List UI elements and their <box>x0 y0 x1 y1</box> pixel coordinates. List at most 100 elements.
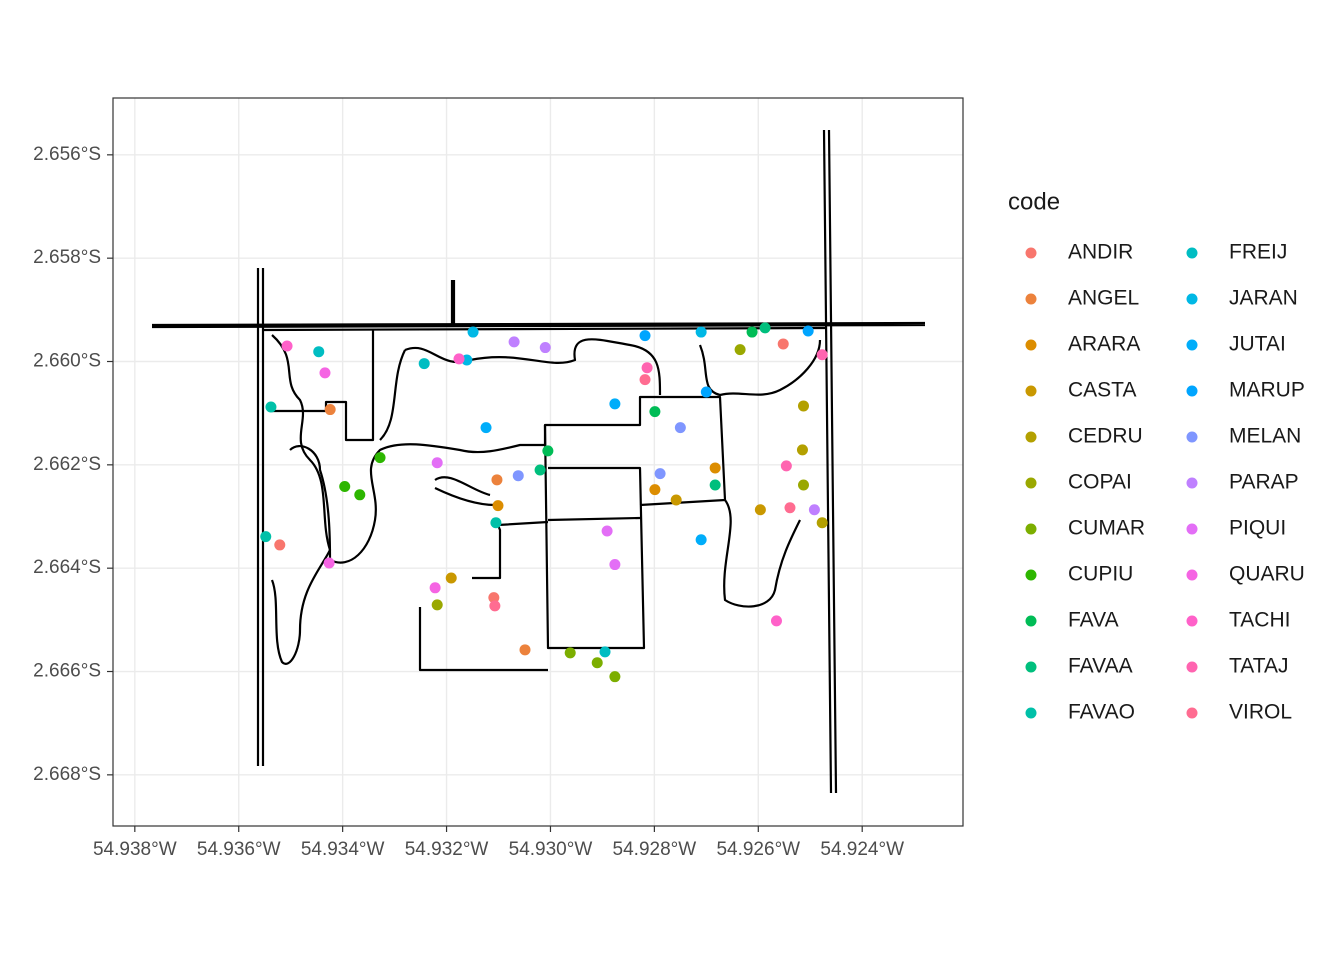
boundary <box>543 424 646 650</box>
point <box>641 362 653 374</box>
point <box>695 534 707 546</box>
y-tick-label: 2.660°S <box>33 351 101 372</box>
legend-swatch <box>1025 477 1037 489</box>
point <box>542 445 554 457</box>
legend-label: JARAN <box>1229 287 1298 310</box>
legend-swatch <box>1025 615 1037 627</box>
legend-swatch <box>1186 707 1198 719</box>
point <box>354 489 366 501</box>
legend-label: VIROL <box>1229 701 1292 724</box>
legend-swatch <box>1186 339 1198 351</box>
y-tick-label: 2.656°S <box>33 144 101 165</box>
boundary <box>434 476 496 507</box>
point <box>784 502 796 514</box>
panel-border <box>112 97 964 827</box>
legend-swatch <box>1186 661 1198 673</box>
y-tick-label: 2.668°S <box>33 764 101 785</box>
legend-swatch <box>1186 523 1198 535</box>
legend-label: JUTAI <box>1229 333 1286 356</box>
boundary <box>262 326 826 332</box>
point <box>418 358 430 370</box>
point <box>319 367 331 379</box>
x-tick-label: 54.932°W <box>405 839 489 860</box>
point <box>480 422 492 434</box>
legend-label: ARARA <box>1068 333 1140 356</box>
point <box>709 462 721 474</box>
legend-label: FAVAA <box>1068 655 1133 678</box>
legend-title: code <box>1008 188 1060 215</box>
point <box>674 422 686 434</box>
point <box>797 400 809 412</box>
legend: ANDIR ANGEL ARARA CASTA CEDRU COPAI CUMAR CUPIU… <box>1025 241 1305 724</box>
point <box>802 325 814 337</box>
point <box>339 481 351 493</box>
legend-swatch <box>1186 293 1198 305</box>
point <box>260 531 272 543</box>
point <box>323 557 335 569</box>
point <box>609 559 621 571</box>
point <box>754 504 766 516</box>
point <box>770 615 782 627</box>
point <box>808 504 820 516</box>
legend-label: MELAN <box>1229 425 1301 448</box>
point <box>649 406 661 418</box>
x-tick-label: 54.924°W <box>820 839 904 860</box>
legend-label: CUMAR <box>1068 517 1145 540</box>
point <box>491 474 503 486</box>
point <box>639 374 651 386</box>
point <box>777 338 789 350</box>
x-tick-label: 54.928°W <box>613 839 697 860</box>
point <box>512 470 524 482</box>
point <box>816 349 828 361</box>
point <box>488 592 500 604</box>
point <box>709 479 721 491</box>
legend-swatch <box>1025 569 1037 581</box>
point <box>445 572 457 584</box>
point <box>816 517 828 529</box>
point <box>654 468 666 480</box>
legend-label: COPAI <box>1068 471 1132 494</box>
legend-label: MARUP <box>1229 379 1305 402</box>
x-tick-label: 54.930°W <box>509 839 593 860</box>
legend-swatch <box>1186 385 1198 397</box>
legend-label: TATAJ <box>1229 655 1289 678</box>
legend-label: PIQUI <box>1229 517 1286 540</box>
legend-label: PARAP <box>1229 471 1299 494</box>
point <box>492 500 504 512</box>
point <box>489 600 501 612</box>
legend-label: QUARU <box>1229 563 1305 586</box>
point <box>700 386 712 398</box>
boundary <box>418 520 549 672</box>
boundary <box>723 499 801 608</box>
point <box>519 644 531 656</box>
legend-label: CUPIU <box>1068 563 1133 586</box>
legend-label: TACHI <box>1229 609 1290 632</box>
legend-label: CASTA <box>1068 379 1136 402</box>
legend-swatch <box>1186 431 1198 443</box>
legend-swatch <box>1186 615 1198 627</box>
point <box>467 326 479 338</box>
legend-swatch <box>1186 247 1198 259</box>
point <box>265 401 277 413</box>
point <box>431 457 443 469</box>
point <box>281 340 293 352</box>
point <box>539 342 551 354</box>
point <box>591 657 603 669</box>
points <box>260 322 828 683</box>
legend-swatch <box>1186 569 1198 581</box>
point <box>429 582 441 594</box>
legend-swatch <box>1025 247 1037 259</box>
legend-swatch <box>1025 339 1037 351</box>
point <box>490 517 502 529</box>
point <box>639 330 651 342</box>
point <box>759 322 771 334</box>
legend-label: FAVA <box>1068 609 1119 632</box>
point <box>796 444 808 456</box>
legend-swatch <box>1025 431 1037 443</box>
legend-label: FREIJ <box>1229 241 1287 264</box>
legend-swatch <box>1025 523 1037 535</box>
legend-swatch <box>1186 477 1198 489</box>
axes: 54.938°W 54.936°W 54.934°W 54.932°W 54.930°W… <box>33 144 904 860</box>
legend-label: CEDRU <box>1068 425 1143 448</box>
